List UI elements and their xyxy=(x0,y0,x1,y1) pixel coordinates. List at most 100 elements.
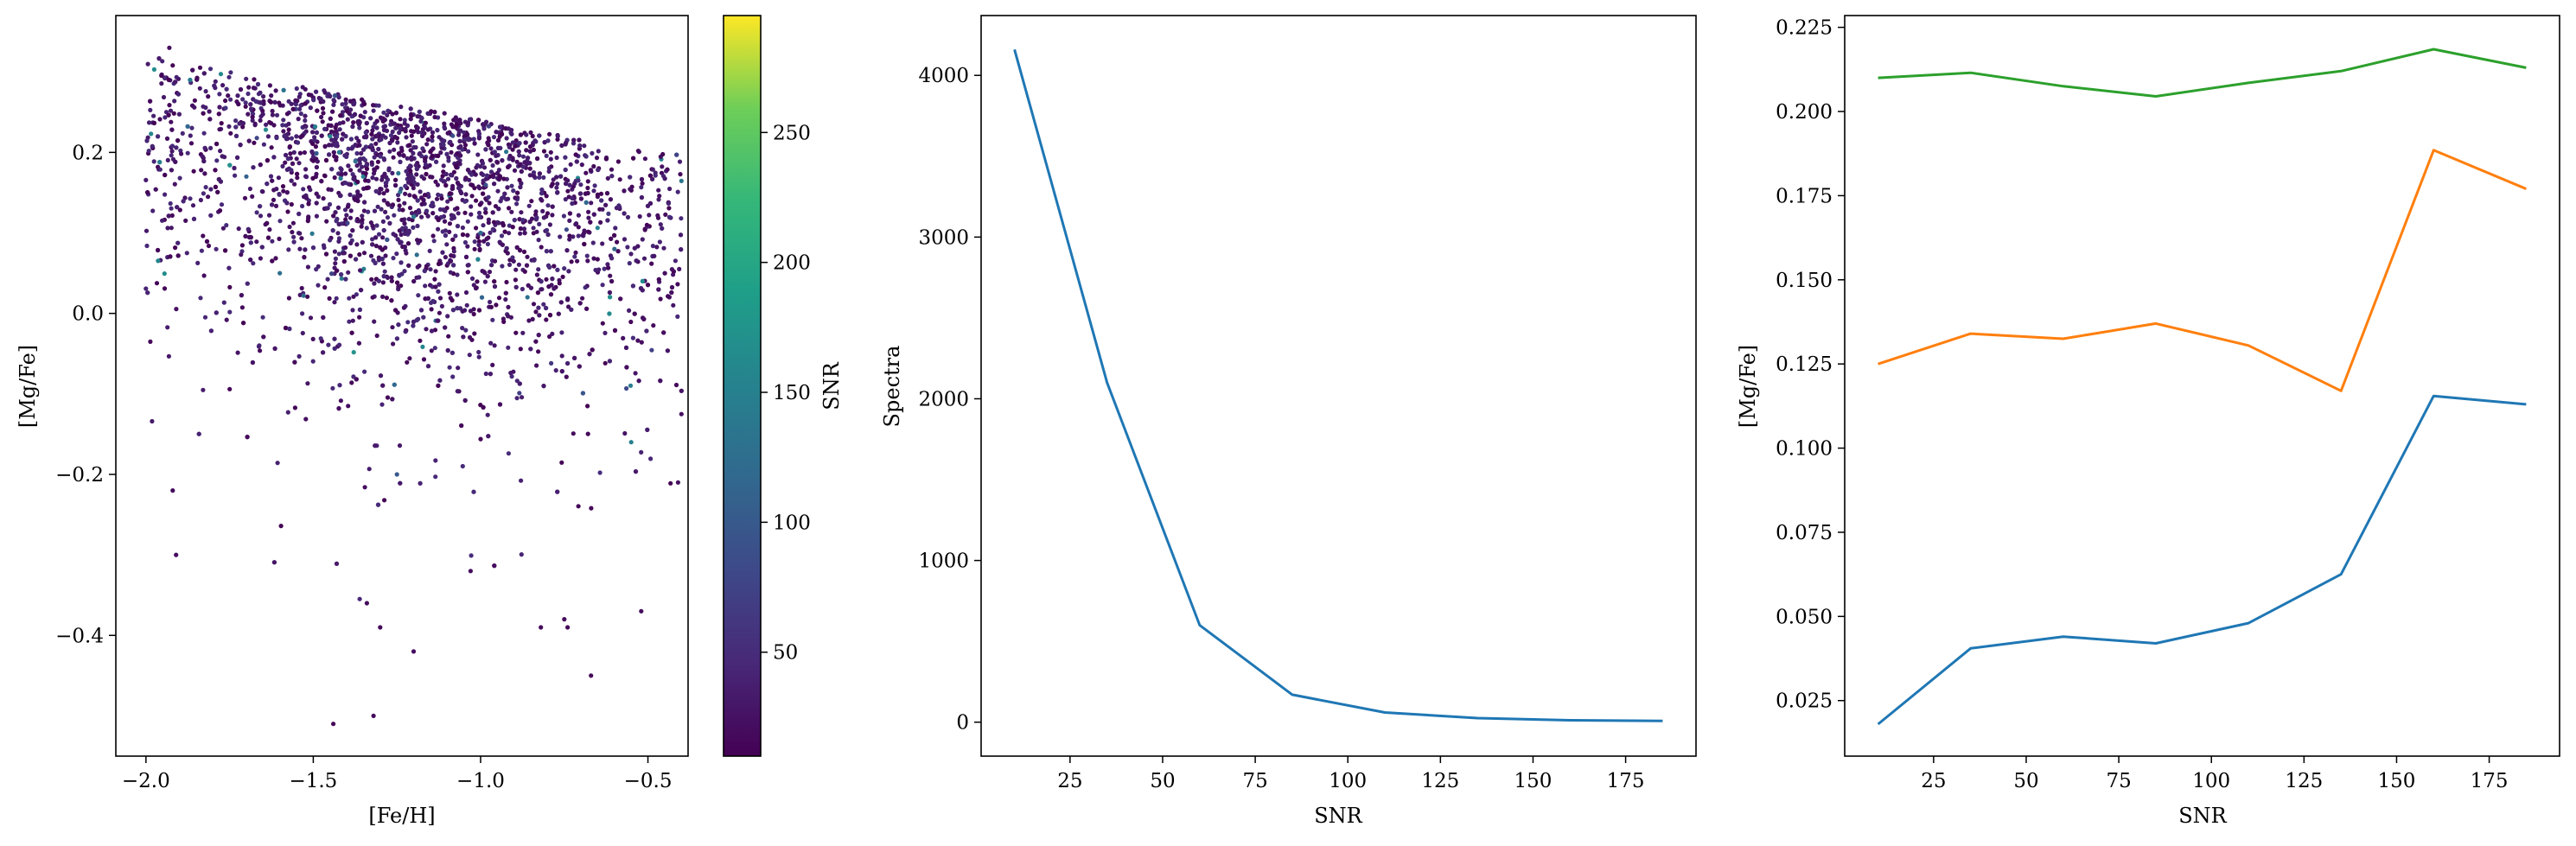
scatter-point xyxy=(506,164,511,169)
colorbar-tick-label: 250 xyxy=(773,122,811,144)
scatter-point xyxy=(176,111,182,117)
scatter-point xyxy=(362,485,367,490)
scatter-point xyxy=(462,130,467,135)
scatter-point xyxy=(531,231,536,236)
scatter-point xyxy=(243,233,248,239)
scatter-point xyxy=(370,147,375,152)
scatter-point xyxy=(539,625,544,630)
scatter-point xyxy=(655,213,660,218)
scatter-point xyxy=(639,176,645,182)
scatter-point xyxy=(387,140,392,146)
scatter-point xyxy=(290,220,296,226)
scatter-point xyxy=(399,105,404,110)
y-tick-label: 0.050 xyxy=(1776,606,1833,628)
scatter-point xyxy=(336,94,341,100)
scatter-point xyxy=(527,219,532,225)
scatter-point xyxy=(223,105,228,111)
scatter-point xyxy=(624,385,629,391)
scatter-point xyxy=(488,340,494,346)
scatter-point xyxy=(567,233,572,239)
scatter-point xyxy=(385,275,391,280)
scatter-point xyxy=(524,148,529,153)
scatter-point xyxy=(404,135,409,140)
scatter-point xyxy=(316,264,321,269)
scatter-point xyxy=(567,211,573,216)
y-tick-label: 0.100 xyxy=(1776,438,1833,461)
scatter-point xyxy=(371,103,376,108)
scatter-point xyxy=(156,134,161,139)
scatter-point xyxy=(433,179,438,184)
scatter-point xyxy=(447,130,452,135)
scatter-point xyxy=(621,335,626,340)
scatter-point xyxy=(407,163,413,169)
scatter-point xyxy=(156,56,162,61)
scatter-point xyxy=(322,285,328,290)
scatter-point xyxy=(514,201,520,207)
scatter-point xyxy=(310,359,316,364)
scatter-point xyxy=(297,231,303,236)
scatter-point xyxy=(364,226,369,231)
scatter-point xyxy=(384,296,389,301)
scatter-point xyxy=(625,214,631,219)
scatter-point xyxy=(637,213,642,219)
scatter-point xyxy=(522,231,527,236)
scatter-point xyxy=(403,329,408,334)
scatter-point xyxy=(169,143,175,149)
scatter-point xyxy=(371,713,376,719)
scatter-point xyxy=(411,150,416,156)
scatter-point xyxy=(258,162,263,168)
scatter-point xyxy=(396,322,401,328)
scatter-point xyxy=(520,395,525,400)
scatter-point xyxy=(461,334,466,340)
scatter-point xyxy=(459,423,464,429)
scatter-point xyxy=(353,143,358,148)
scatter-point xyxy=(362,157,367,162)
scatter-point xyxy=(415,264,420,270)
scatter-point xyxy=(544,227,550,233)
scatter-point xyxy=(319,114,324,120)
scatter-point xyxy=(199,248,204,253)
scatter-point xyxy=(370,137,375,142)
scatter-point xyxy=(475,257,481,262)
scatter-point xyxy=(583,285,588,290)
scatter-point xyxy=(252,140,257,145)
scatter-point xyxy=(668,480,673,486)
scatter-point xyxy=(471,137,476,142)
scatter-point xyxy=(226,93,231,99)
scatter-point xyxy=(284,152,289,158)
scatter-point xyxy=(378,154,383,159)
scatter-point xyxy=(561,213,567,219)
scatter-point xyxy=(303,113,308,118)
scatter-point xyxy=(491,135,497,140)
scatter-point xyxy=(351,120,356,125)
scatter-point xyxy=(403,126,408,131)
scatter-point xyxy=(407,193,412,198)
scatter-point xyxy=(407,143,412,148)
scatter-point xyxy=(265,235,271,240)
scatter-point xyxy=(330,228,335,233)
scatter-point xyxy=(407,175,412,181)
scatter-point xyxy=(662,270,667,276)
scatter-point xyxy=(369,160,374,165)
scatter-point xyxy=(174,552,179,557)
scatter-point xyxy=(294,86,299,92)
scatter-point xyxy=(662,176,667,181)
scatter-point xyxy=(370,295,375,300)
scatter-point xyxy=(216,111,221,117)
scatter-point xyxy=(238,143,243,148)
scatter-point xyxy=(596,149,601,154)
scatter-point xyxy=(633,371,638,376)
scatter-point xyxy=(498,199,503,204)
scatter-point xyxy=(402,269,407,274)
scatter-point xyxy=(306,201,311,207)
scatter-point xyxy=(332,300,337,305)
scatter-point xyxy=(600,241,605,246)
scatter-point xyxy=(149,131,154,137)
scatter-point xyxy=(396,170,401,176)
scatter-point xyxy=(576,233,581,239)
scatter-point xyxy=(451,169,457,175)
scatter-point xyxy=(650,167,655,172)
scatter-point xyxy=(565,625,571,630)
scatter-point xyxy=(467,117,473,122)
scatter-point xyxy=(254,210,259,215)
